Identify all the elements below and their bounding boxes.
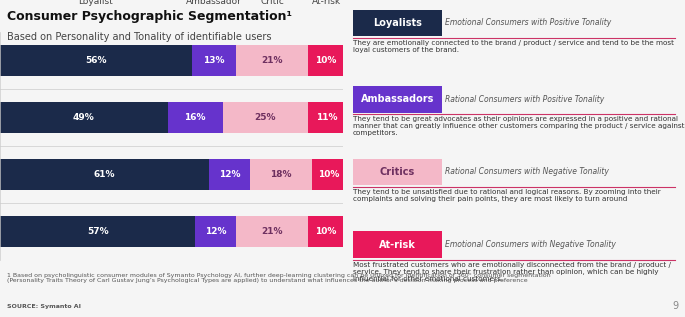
Text: Ambassadors: Ambassadors — [360, 94, 434, 104]
Bar — [0, 45, 192, 76]
Text: 13%: 13% — [203, 56, 225, 65]
Text: 21%: 21% — [262, 56, 283, 65]
Text: 49%: 49% — [73, 113, 95, 122]
Bar — [0, 102, 168, 133]
Bar — [250, 159, 312, 190]
Text: Consumer Psychographic Segmentation¹: Consumer Psychographic Segmentation¹ — [7, 10, 292, 23]
Text: At-risk: At-risk — [312, 0, 341, 6]
Text: Loyalist: Loyalist — [78, 0, 113, 6]
Text: 61%: 61% — [94, 170, 115, 179]
Text: Critic: Critic — [261, 0, 285, 6]
Text: 18%: 18% — [270, 170, 292, 179]
Text: 10%: 10% — [314, 56, 336, 65]
Bar — [312, 159, 346, 190]
Bar — [168, 102, 223, 133]
Bar — [0, 159, 209, 190]
Bar — [0, 216, 195, 247]
Text: 12%: 12% — [205, 227, 227, 236]
Text: They tend to be great advocates as their opinions are expressed in a positive an: They tend to be great advocates as their… — [353, 116, 684, 136]
Bar — [236, 216, 308, 247]
Text: At-risk: At-risk — [379, 240, 416, 250]
Bar — [195, 216, 236, 247]
Text: 1 Based on psycholinguistic consumer modules of Symanto Psychology AI, further d: 1 Based on psycholinguistic consumer mod… — [7, 273, 551, 283]
Text: 21%: 21% — [262, 227, 283, 236]
Text: Based on Personality and Tonality of identifiable users: Based on Personality and Tonality of ide… — [7, 32, 271, 42]
Bar — [308, 102, 346, 133]
Bar — [192, 45, 236, 76]
Text: Loyalists: Loyalists — [373, 18, 422, 28]
Bar — [223, 102, 308, 133]
Text: 10%: 10% — [314, 227, 336, 236]
Bar — [236, 45, 308, 76]
Text: 9: 9 — [672, 301, 678, 311]
Text: Emotional Consumers with Positive Tonality: Emotional Consumers with Positive Tonali… — [445, 18, 612, 28]
Text: Emotional Consumers with Negative Tonality: Emotional Consumers with Negative Tonali… — [445, 240, 616, 249]
Text: 12%: 12% — [219, 170, 240, 179]
Bar — [308, 45, 342, 76]
Text: 57%: 57% — [87, 227, 108, 236]
Text: Rational Consumers with Negative Tonality: Rational Consumers with Negative Tonalit… — [445, 167, 609, 177]
Bar — [209, 159, 250, 190]
Text: 25%: 25% — [255, 113, 276, 122]
Text: Rational Consumers with Positive Tonality: Rational Consumers with Positive Tonalit… — [445, 94, 604, 104]
Text: SOURCE: Symanto AI: SOURCE: Symanto AI — [7, 304, 81, 309]
Text: 16%: 16% — [184, 113, 206, 122]
Text: Most frustrated customers who are emotionally disconnected from the brand / prod: Most frustrated customers who are emotio… — [353, 262, 671, 281]
Text: 10%: 10% — [318, 170, 340, 179]
Text: They are emotionally connected to the brand / product / service and tend to be t: They are emotionally connected to the br… — [353, 40, 674, 53]
Text: Ambassador: Ambassador — [186, 0, 242, 6]
Text: 11%: 11% — [316, 113, 338, 122]
Text: 56%: 56% — [85, 56, 107, 65]
Bar — [308, 216, 342, 247]
Text: Critics: Critics — [379, 167, 415, 177]
Text: They tend to be unsatisfied due to rational and logical reasons. By zooming into: They tend to be unsatisfied due to ratio… — [353, 189, 660, 202]
